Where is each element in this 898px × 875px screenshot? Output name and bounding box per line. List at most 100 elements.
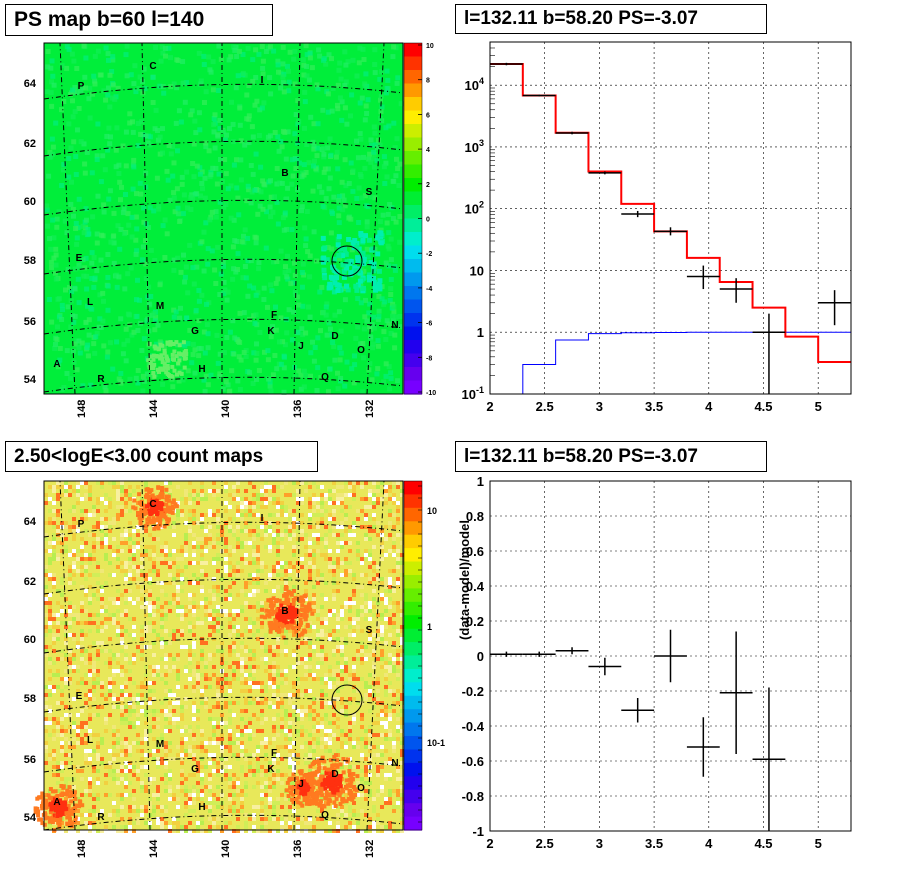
colorbar-swatch	[404, 353, 422, 368]
count-map-pixel	[328, 645, 332, 649]
count-map-pixel	[168, 741, 172, 745]
count-map-pixel	[272, 745, 276, 749]
ps-map-pixel	[76, 344, 82, 350]
ps-map-pixel	[81, 273, 87, 279]
count-map-pixel	[396, 653, 400, 657]
count-map-pixel	[400, 709, 404, 713]
count-map-pixel	[228, 717, 232, 721]
count-map-pixel	[120, 741, 124, 745]
ps-map-pixel	[390, 313, 396, 319]
count-map-pixel	[168, 545, 172, 549]
count-map-pixel	[220, 625, 224, 629]
count-map-pixel	[116, 633, 120, 637]
count-map-pixel	[308, 733, 312, 737]
ps-map-pixel	[138, 191, 144, 197]
count-map-pixel	[340, 509, 344, 513]
count-map-pixel	[184, 669, 188, 673]
ps-map-pixel	[151, 311, 157, 317]
count-map-pixel	[128, 777, 132, 781]
count-map-pixel	[220, 685, 224, 689]
count-map-pixel	[84, 709, 88, 713]
count-map-pixel	[324, 621, 328, 625]
count-map-pixel	[364, 781, 368, 785]
ps-map-pixel	[253, 75, 259, 80]
count-map-pixel	[184, 733, 188, 737]
colorbar-swatch	[404, 151, 422, 166]
ps-map-pixel	[371, 314, 376, 320]
count-map-pixel	[88, 673, 92, 677]
count-map-pixel	[108, 501, 112, 505]
count-map-pixel	[252, 681, 256, 685]
count-map-pixel	[316, 725, 320, 729]
ps-map-pixel	[268, 388, 274, 394]
ps-map-pixel	[161, 90, 167, 96]
ps-map-pixel	[280, 74, 286, 80]
count-map-pixel	[56, 677, 60, 681]
count-map-pixel	[156, 761, 160, 765]
count-map-pixel	[240, 669, 244, 673]
ps-map-pixel	[336, 194, 342, 200]
count-map-pixel	[212, 593, 216, 597]
ps-map-pixel	[148, 247, 154, 253]
count-map-pixel	[128, 705, 132, 709]
count-map-pixel	[184, 705, 188, 709]
count-map-pixel	[152, 565, 156, 569]
ps-map-pixel	[115, 85, 121, 91]
count-map-pixel	[252, 545, 256, 549]
count-map-pixel	[292, 553, 296, 557]
count-map-pixel	[320, 681, 324, 685]
count-map-pixel	[284, 505, 288, 509]
count-map-pixel	[312, 601, 316, 605]
colorbar-swatch	[404, 326, 422, 341]
count-map-pixel	[148, 577, 152, 581]
count-map-pixel	[152, 481, 156, 485]
count-map-pixel	[184, 725, 188, 729]
count-map-pixel	[320, 725, 324, 729]
ps-map-cyan-pixel	[342, 246, 347, 252]
count-map-pixel	[96, 521, 100, 525]
ps-map-pixel	[51, 255, 57, 261]
count-map-pixel	[252, 589, 256, 593]
count-map-pixel	[372, 665, 376, 669]
count-map-pixel	[292, 685, 296, 689]
count-map-pixel	[168, 773, 172, 777]
source-label-s: S	[366, 187, 373, 198]
count-map-pixel	[348, 613, 352, 617]
count-map-pixel	[152, 665, 156, 669]
ps-map-pixel	[50, 217, 56, 223]
ps-map-cyan-pixel	[335, 288, 341, 293]
count-map-pixel	[320, 633, 324, 637]
count-map-pixel	[44, 765, 48, 769]
ps-map-pixel	[205, 246, 211, 252]
count-map-pixel	[224, 765, 228, 769]
count-map-pixel	[136, 693, 140, 697]
count-map-pixel	[284, 493, 288, 497]
count-map-pixel	[396, 609, 400, 613]
count-map-pixel	[364, 573, 368, 577]
ps-map-pixel	[262, 349, 267, 355]
count-map-pixel	[164, 681, 168, 685]
ps-map-pixel	[355, 296, 361, 301]
ps-map-pixel	[254, 351, 260, 356]
ps-map-pixel	[234, 185, 240, 191]
count-map-pixel	[352, 629, 356, 633]
ps-map-pixel	[242, 264, 248, 269]
ps-map-light-pixel	[172, 368, 177, 373]
ps-map-pixel	[376, 313, 382, 319]
ps-map-pixel	[100, 233, 106, 239]
count-map-pixel	[316, 541, 320, 545]
count-map-pixel	[308, 689, 312, 693]
count-map-pixel	[136, 573, 140, 577]
count-map-pixel	[64, 489, 68, 493]
count-map-pixel	[348, 525, 352, 529]
ps-map-pixel	[256, 133, 262, 138]
count-map-pixel	[312, 501, 316, 505]
count-map-pixel	[284, 537, 288, 541]
ps-map-cyan-pixel	[377, 286, 383, 292]
count-map-pixel	[384, 537, 388, 541]
ps-map-pixel	[314, 153, 320, 159]
ps-map-pixel	[180, 211, 186, 217]
count-map-pixel	[176, 753, 180, 757]
count-map-pixel	[236, 629, 240, 633]
count-map-pixel	[108, 481, 112, 485]
